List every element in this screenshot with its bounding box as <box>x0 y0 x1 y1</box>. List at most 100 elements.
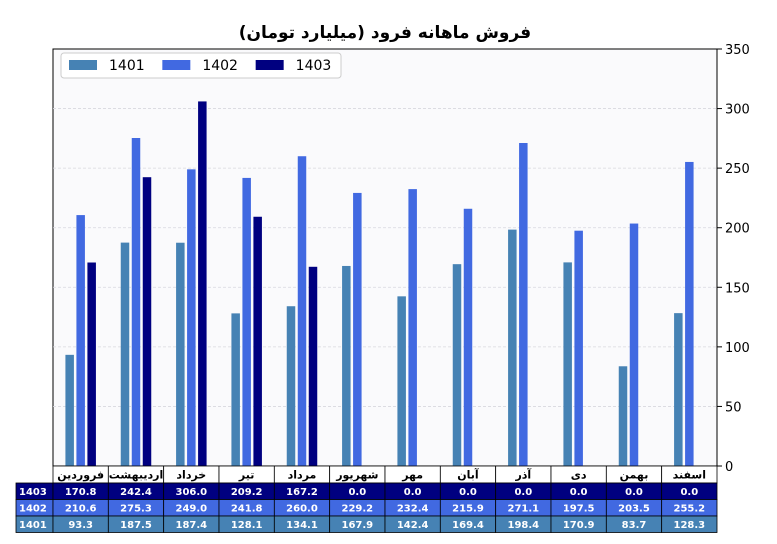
y-tick-label: 250 <box>725 162 750 177</box>
legend-label-1401: 1401 <box>109 58 145 74</box>
category-label: شهریور <box>335 469 378 482</box>
category-label: تیر <box>238 469 254 482</box>
bar-1403-4 <box>308 266 318 466</box>
bar-1401-11 <box>674 313 683 466</box>
table-cell-value: 0.0 <box>514 487 532 498</box>
table-cell-value: 0.0 <box>570 487 588 498</box>
category-label: آذر <box>514 468 531 482</box>
bar-1402-11 <box>685 161 694 466</box>
table-cell-value: 209.2 <box>231 487 263 498</box>
bar-1401-9 <box>563 262 572 466</box>
chart-title: فروش ماهانه فرود (میلیارد تومان) <box>239 23 531 43</box>
y-tick-label: 50 <box>725 400 742 415</box>
category-label: اسفند <box>673 469 706 482</box>
bar-1401-2 <box>176 242 185 466</box>
table-cell-value: 232.4 <box>397 504 429 515</box>
table-cell-value: 255.2 <box>674 504 706 515</box>
y-tick-label: 200 <box>725 222 750 237</box>
table-cell-value: 306.0 <box>176 487 208 498</box>
table-cell-value: 93.3 <box>68 520 93 531</box>
bar-1402-7 <box>463 208 473 466</box>
table-cell-value: 203.5 <box>618 504 650 515</box>
table-cell-value: 242.4 <box>120 487 152 498</box>
bar-1402-4 <box>297 156 307 466</box>
y-tick-label: 150 <box>725 281 750 296</box>
category-label: آبان <box>457 468 479 482</box>
table-cell-value: 0.0 <box>459 487 477 498</box>
bar-1401-8 <box>508 229 517 466</box>
category-label: خرداد <box>176 469 206 482</box>
bar-1401-4 <box>286 306 296 466</box>
table-cell-value: 83.7 <box>622 520 647 531</box>
bar-1402-5 <box>353 192 362 467</box>
bar-1402-6 <box>408 189 417 466</box>
table-cell-value: 187.5 <box>120 520 152 531</box>
bar-1401-6 <box>397 296 406 466</box>
bar-1401-5 <box>342 265 351 466</box>
table-cell-value: 167.9 <box>342 520 374 531</box>
row-label-1401: 1401 <box>19 520 47 531</box>
bar-1401-0 <box>65 354 74 466</box>
table-cell-value: 215.9 <box>452 504 484 515</box>
bar-1403-1 <box>142 177 152 467</box>
table-cell-value: 0.0 <box>404 487 422 498</box>
legend-swatch-1403 <box>255 60 284 70</box>
y-axis: 0 50 100 150 200 250 300 350 <box>717 43 750 475</box>
table-cell-value: 170.8 <box>65 487 97 498</box>
table-cell-value: 0.0 <box>680 487 698 498</box>
bar-1402-8 <box>519 143 528 466</box>
data-table: فروردین اردیبهشت خرداد تیر مرداد شهریور مهر آبا… <box>15 465 718 533</box>
table-cell-value: 134.1 <box>286 520 318 531</box>
y-tick-label: 300 <box>725 103 750 118</box>
bar-1402-0 <box>76 215 85 466</box>
grid <box>53 108 717 407</box>
bar-1401-3 <box>231 313 240 466</box>
y-tick-label: 350 <box>725 43 750 58</box>
table-cell-value: 128.3 <box>674 520 706 531</box>
legend-box <box>60 52 342 79</box>
bar-1402-3 <box>242 177 251 466</box>
table-cell-value: 260.0 <box>286 504 318 515</box>
table-cell-value: 142.4 <box>397 520 429 531</box>
legend-swatch-1401 <box>69 60 97 70</box>
legend: 1401 1402 1403 <box>60 52 342 79</box>
table-cell-value: 229.2 <box>342 504 374 515</box>
bar-1403-3 <box>253 216 262 466</box>
table-cell-value: 0.0 <box>348 487 366 498</box>
category-label: مهر <box>401 469 423 482</box>
row-label-1403: 1403 <box>19 487 47 498</box>
bar-1401-7 <box>452 264 462 466</box>
bar-1401-1 <box>120 242 130 466</box>
plot-area <box>52 48 718 467</box>
bar-1402-1 <box>131 137 141 467</box>
bar-1403-0 <box>87 262 96 466</box>
legend-label-1402: 1402 <box>202 58 238 74</box>
y-tick-label: 0 <box>725 460 733 475</box>
category-label: اردیبهشت <box>109 469 163 482</box>
table-cell-value: 169.4 <box>452 520 484 531</box>
category-label: بهمن <box>620 469 649 482</box>
table-cell-value: 0.0 <box>625 487 643 498</box>
bar-1401-10 <box>618 366 628 466</box>
table-cell-value: 170.9 <box>563 520 595 531</box>
bar-1402-10 <box>629 223 639 466</box>
category-label: فروردین <box>57 469 104 482</box>
table-cell-value: 187.4 <box>176 520 208 531</box>
table-cell-value: 198.4 <box>508 520 540 531</box>
bar-1402-2 <box>187 169 196 466</box>
table-cell-value: 210.6 <box>65 504 97 515</box>
category-label: مرداد <box>288 469 317 482</box>
table-cell-value: 271.1 <box>508 504 540 515</box>
legend-label-1403: 1403 <box>296 58 332 74</box>
bar-1402-9 <box>574 230 583 466</box>
category-label: دی <box>571 469 587 482</box>
bar-1403-2 <box>198 101 207 467</box>
bars <box>65 101 694 467</box>
table-cell-value: 128.1 <box>231 520 263 531</box>
legend-swatch-1402 <box>162 60 191 70</box>
table-cell <box>661 515 718 533</box>
row-label-1402: 1402 <box>19 504 47 515</box>
y-tick-label: 100 <box>725 341 750 356</box>
table-cell-value: 197.5 <box>563 504 595 515</box>
